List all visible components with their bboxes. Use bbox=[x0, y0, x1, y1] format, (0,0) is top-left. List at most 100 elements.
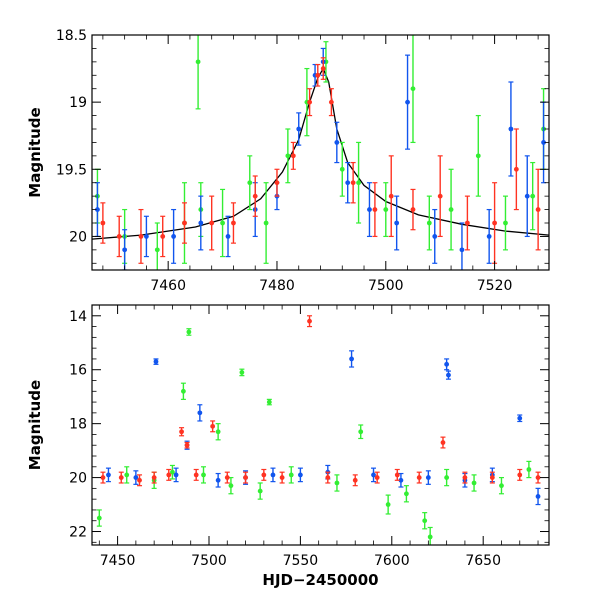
y-tick-label: 14 bbox=[69, 309, 87, 325]
data-point-red bbox=[181, 202, 187, 244]
data-point-green bbox=[263, 182, 269, 264]
data-point-green bbox=[502, 195, 508, 251]
data-point-red bbox=[100, 202, 106, 244]
data-point-red bbox=[315, 63, 321, 87]
data-point-red bbox=[394, 468, 400, 481]
data-point-blue bbox=[486, 208, 492, 264]
data-point-red bbox=[410, 188, 416, 231]
data-point-blue bbox=[535, 487, 541, 506]
data-point-blue bbox=[334, 121, 340, 164]
data-point-red bbox=[230, 202, 236, 244]
data-point-red bbox=[290, 141, 296, 170]
data-point-blue bbox=[215, 472, 221, 488]
data-point-red bbox=[179, 427, 185, 437]
data-point-blue bbox=[270, 467, 276, 483]
y-tick-label: 18.5 bbox=[56, 28, 87, 44]
data-point-red bbox=[352, 474, 358, 487]
y-tick-label: 20 bbox=[69, 471, 87, 487]
data-point-green bbox=[201, 466, 207, 484]
data-point-green bbox=[257, 482, 263, 500]
data-point-blue bbox=[405, 54, 411, 150]
data-point-green bbox=[426, 195, 432, 251]
x-tick-label: 7450 bbox=[100, 553, 136, 569]
x-tick-label: 7460 bbox=[150, 278, 186, 294]
data-point-green bbox=[530, 161, 536, 231]
data-point-red bbox=[151, 471, 157, 484]
data-point-green bbox=[498, 476, 504, 495]
data-point-blue bbox=[398, 472, 404, 488]
data-point-red bbox=[307, 315, 313, 328]
data-point-red bbox=[279, 471, 285, 484]
y-tick-label: 22 bbox=[69, 525, 87, 541]
data-point-red bbox=[307, 88, 313, 117]
data-point-red bbox=[372, 182, 378, 238]
data-point-blue bbox=[432, 208, 438, 264]
data-point-green bbox=[285, 128, 291, 184]
data-point-blue bbox=[171, 208, 177, 264]
data-point-green bbox=[186, 328, 192, 336]
data-point-green bbox=[266, 398, 272, 406]
data-point-green bbox=[96, 509, 102, 527]
data-point-red bbox=[252, 175, 258, 217]
data-point-red bbox=[440, 436, 446, 449]
data-point-red bbox=[193, 468, 199, 481]
y-tick-label: 20 bbox=[69, 229, 87, 245]
data-point-red bbox=[350, 161, 356, 204]
data-point-green bbox=[247, 155, 253, 211]
x-tick-label: 7480 bbox=[259, 278, 295, 294]
data-point-red bbox=[535, 471, 541, 484]
data-point-red bbox=[137, 474, 143, 487]
data-point-red bbox=[160, 215, 166, 258]
data-point-red bbox=[116, 215, 122, 258]
x-tick-label: 7520 bbox=[477, 278, 513, 294]
data-point-red bbox=[138, 208, 144, 264]
data-point-red bbox=[328, 88, 334, 117]
data-point-blue bbox=[297, 467, 303, 483]
y-tick-label: 19.5 bbox=[56, 162, 87, 178]
x-tick-label: 7550 bbox=[283, 553, 319, 569]
data-point-blue bbox=[371, 467, 377, 483]
data-point-red bbox=[489, 471, 495, 484]
data-point-red bbox=[243, 471, 249, 484]
x-tick-label: 7600 bbox=[374, 553, 410, 569]
data-point-green bbox=[403, 485, 409, 503]
data-point-blue bbox=[94, 182, 100, 238]
x-tick-label: 7650 bbox=[465, 553, 501, 569]
y-axis-label: Magnitude bbox=[26, 107, 44, 197]
data-point-green bbox=[448, 168, 454, 251]
data-point-green bbox=[383, 182, 389, 238]
data-point-red bbox=[100, 471, 106, 484]
data-point-green bbox=[180, 382, 186, 400]
top-panel: 7460 7480 7500 7520 18.5 19 19.5 20 Magnitude bbox=[26, 28, 550, 294]
x-tick-label: 7500 bbox=[191, 553, 227, 569]
data-point-red bbox=[184, 441, 190, 449]
data-point-blue bbox=[394, 195, 400, 251]
data-point-red bbox=[513, 128, 519, 211]
data-point-red bbox=[210, 420, 216, 433]
data-point-blue bbox=[425, 470, 431, 485]
data-point-red bbox=[209, 195, 215, 251]
data-point-blue bbox=[349, 350, 355, 368]
data-point-green bbox=[422, 512, 428, 530]
data-point-red bbox=[388, 155, 394, 238]
data-point-blue bbox=[143, 215, 149, 258]
data-point-green bbox=[358, 424, 364, 440]
data-point-green bbox=[471, 474, 477, 492]
data-point-blue bbox=[198, 195, 204, 251]
data-point-red bbox=[118, 471, 124, 484]
data-point-blue bbox=[197, 404, 203, 422]
data-point-red bbox=[464, 195, 470, 251]
data-point-green bbox=[334, 474, 340, 492]
plot-frame bbox=[91, 304, 550, 546]
y-tick-label: 19 bbox=[69, 95, 87, 111]
y-axis-label: Magnitude bbox=[26, 380, 44, 470]
data-point-green bbox=[169, 464, 175, 480]
data-point-blue bbox=[133, 470, 139, 485]
data-point-blue bbox=[173, 467, 179, 483]
data-point-green bbox=[410, 35, 416, 144]
data-point-green bbox=[220, 188, 226, 258]
data-point-green bbox=[195, 35, 201, 110]
data-point-blue bbox=[122, 229, 128, 270]
data-point-red bbox=[416, 471, 422, 484]
